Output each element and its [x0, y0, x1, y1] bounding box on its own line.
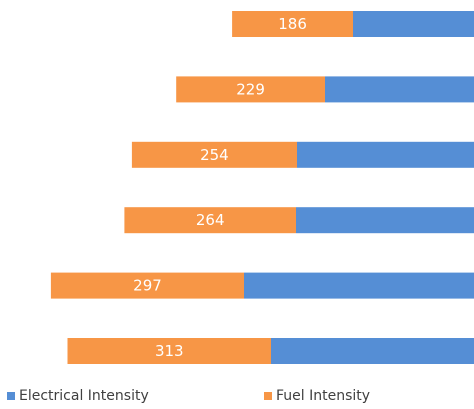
legend-item-fuel: Fuel Intensity [264, 388, 370, 404]
electrical-bar-6 [271, 338, 474, 364]
electrical-bar-5 [244, 273, 474, 299]
electrical-bar-1 [353, 11, 474, 37]
fuel-data-label-4: 264 [196, 211, 225, 229]
fuel-data-label-2: 229 [236, 80, 265, 98]
legend-swatch-fuel [264, 392, 272, 400]
stacked-bar-chart: 186 229 254 264 297 313 [0, 0, 474, 388]
legend-label-electrical: Electrical Intensity [19, 388, 149, 404]
fuel-data-label-1: 186 [278, 15, 307, 33]
legend-item-electrical: Electrical Intensity [7, 388, 149, 404]
legend-swatch-electrical [7, 392, 15, 400]
chart-legend: Electrical Intensity Fuel Intensity [0, 388, 474, 408]
electrical-bar-2 [325, 76, 474, 102]
fuel-data-label-6: 313 [155, 342, 184, 360]
electrical-bar-4 [296, 207, 474, 233]
fuel-data-label-3: 254 [200, 146, 229, 164]
legend-label-fuel: Fuel Intensity [276, 388, 370, 404]
fuel-data-label-5: 297 [133, 277, 162, 295]
electrical-bar-3 [297, 142, 474, 168]
